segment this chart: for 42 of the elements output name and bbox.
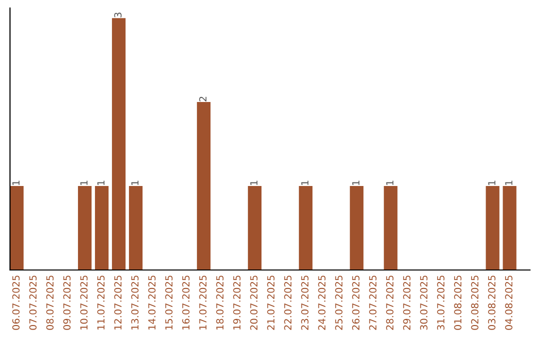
data-label: 3 [114,12,122,18]
x-tick-label: 23.07.2025 [301,276,309,330]
x-tick-label: 24.07.2025 [318,276,326,330]
data-label: 1 [488,180,496,185]
x-tick-label: 07.07.2025 [29,276,37,330]
data-label: 1 [80,180,88,185]
data-label: 1 [386,180,394,185]
x-tick-label: 14.07.2025 [148,276,156,330]
x-tick-label: 26.07.2025 [352,276,360,330]
data-label: 2 [199,96,206,102]
x-tick-label: 09.07.2025 [63,276,71,330]
data-label: 1 [250,180,258,185]
x-tick-label: 15.07.2025 [165,276,173,330]
x-tick-label: 22.07.2025 [284,276,292,330]
x-tick-label: 06.07.2025 [12,276,20,330]
x-tick-label: 02.08.2025 [471,276,478,330]
x-tick-label: 31.07.2025 [437,276,444,330]
x-tick-label: 25.07.2025 [335,276,342,330]
x-tick-label: 29.07.2025 [403,276,410,330]
data-label: 1 [301,180,308,185]
data-label: 1 [352,180,360,185]
x-tick-label: 27.07.2025 [369,276,376,330]
x-tick-label: 12.07.2025 [114,276,122,330]
x-tick-label: 01.08.2025 [454,276,462,330]
x-tick-label: 10.07.2025 [80,276,88,330]
data-label: 1 [97,180,104,185]
x-tick-label: 20.07.2025 [250,276,258,330]
x-tick-label: 21.07.2025 [267,276,275,330]
x-tick-label: 28.07.2025 [386,276,394,330]
x-tick-label: 17.07.2025 [199,276,207,330]
x-tick-label: 13.07.2025 [131,276,139,330]
x-tick-label: 04.08.2025 [505,276,512,330]
data-label: 1 [505,180,512,185]
data-label: 1 [12,180,20,185]
x-tick-label: 16.07.2025 [182,276,190,330]
x-tick-label: 30.07.2025 [420,276,428,330]
x-tick-label: 11.07.2025 [97,276,105,330]
x-tick-label: 19.07.2025 [233,276,241,330]
data-label: 1 [131,180,138,185]
x-tick-label: 03.08.2025 [488,276,496,330]
x-tick-label: 08.07.2025 [46,276,54,330]
x-tick-label: 18.07.2025 [216,276,224,330]
